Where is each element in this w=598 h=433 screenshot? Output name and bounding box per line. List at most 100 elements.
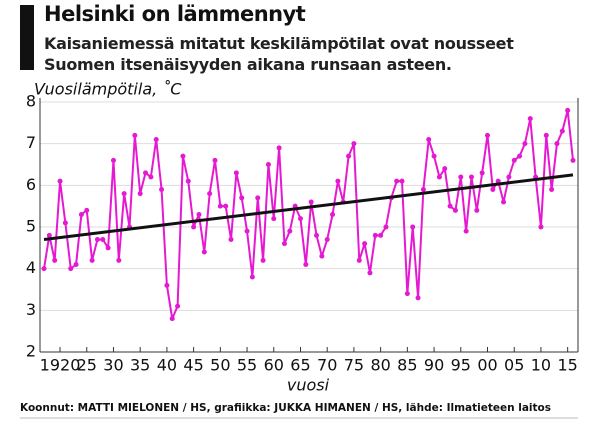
data-point — [463, 228, 469, 234]
y-tick-label: 6 — [26, 175, 36, 194]
data-point — [303, 262, 309, 267]
data-point — [351, 141, 357, 147]
data-point — [228, 237, 234, 242]
x-tick-label: 1920 — [40, 356, 81, 375]
data-point — [314, 232, 320, 238]
y-tick-label: 8 — [26, 92, 36, 111]
data-point — [372, 232, 378, 238]
data-point — [180, 153, 186, 159]
data-point — [452, 207, 458, 213]
data-point — [474, 207, 480, 213]
title-bar — [20, 5, 34, 70]
x-tick-label: 70 — [317, 356, 337, 375]
data-point — [319, 253, 325, 259]
data-point — [324, 237, 330, 242]
data-point — [265, 162, 271, 167]
x-tick-label: 25 — [77, 356, 97, 375]
data-point — [378, 232, 384, 238]
data-point — [244, 228, 250, 234]
data-point — [84, 207, 90, 213]
data-point — [458, 174, 464, 180]
data-point — [538, 224, 544, 230]
data-point — [281, 241, 287, 247]
data-point — [207, 191, 213, 197]
data-point — [415, 295, 421, 301]
y-tick-label: 2 — [26, 342, 36, 361]
data-point — [517, 153, 523, 159]
data-point — [217, 203, 223, 209]
data-point — [143, 170, 149, 176]
data-point — [420, 187, 426, 192]
data-point — [297, 216, 303, 222]
data-point — [308, 199, 314, 205]
data-point — [68, 266, 74, 272]
x-tick-label: 55 — [237, 356, 257, 375]
data-point — [137, 191, 143, 197]
data-point — [233, 170, 239, 176]
data-point — [410, 224, 416, 230]
data-line — [43, 109, 574, 320]
data-point — [94, 237, 100, 242]
data-point — [431, 153, 437, 159]
data-point — [185, 178, 191, 184]
data-point — [287, 228, 293, 234]
data-point — [196, 212, 202, 217]
data-point — [565, 107, 571, 113]
x-tick-label: 10 — [531, 356, 551, 375]
x-tick-label: 30 — [103, 356, 123, 375]
x-tick-label: 35 — [130, 356, 150, 375]
data-point — [442, 166, 448, 172]
data-point — [559, 128, 565, 134]
data-point — [543, 132, 549, 138]
data-point — [549, 187, 555, 192]
data-point — [506, 174, 512, 180]
y-tick-label: 4 — [26, 258, 36, 277]
data-point — [383, 224, 389, 230]
data-point — [41, 266, 47, 272]
chart-title: Helsinki on lämmennyt — [44, 2, 306, 26]
y-tick-label: 3 — [26, 300, 36, 319]
chart-subtitle: Kaisaniemessä mitatut keskilämpötilat ov… — [44, 34, 514, 74]
data-point — [570, 157, 576, 163]
x-tick-label: 80 — [370, 356, 390, 375]
x-tick-label: 90 — [424, 356, 444, 375]
data-point — [52, 257, 58, 263]
data-point — [100, 237, 106, 242]
x-tick-label: 65 — [290, 356, 310, 375]
data-point — [554, 141, 560, 147]
data-point — [175, 303, 181, 309]
data-point — [46, 232, 52, 238]
data-point — [132, 132, 138, 138]
data-point — [116, 257, 122, 263]
data-point — [212, 157, 218, 163]
data-point — [399, 178, 405, 184]
data-point — [485, 132, 491, 138]
data-point — [153, 137, 159, 142]
data-point — [223, 203, 229, 209]
data-point — [271, 216, 277, 222]
data-point — [511, 157, 517, 163]
data-point — [436, 174, 442, 180]
data-point — [110, 157, 116, 163]
data-point — [73, 262, 79, 267]
data-point — [468, 174, 474, 180]
data-point — [121, 191, 127, 197]
data-point — [404, 291, 410, 297]
y-tick-label: 7 — [26, 133, 36, 152]
data-point — [330, 212, 336, 217]
data-point — [255, 195, 261, 201]
data-point — [89, 257, 95, 263]
data-point — [426, 137, 432, 142]
x-tick-label: 85 — [397, 356, 417, 375]
x-tick-label: 05 — [504, 356, 524, 375]
data-point — [159, 187, 165, 192]
x-tick-label: 60 — [264, 356, 284, 375]
data-point — [249, 274, 255, 280]
data-point — [78, 212, 84, 217]
data-point — [276, 145, 282, 151]
x-axis-label: vuosi — [287, 376, 330, 395]
data-point — [105, 245, 111, 251]
trend-line — [43, 173, 574, 241]
x-tick-label: 50 — [210, 356, 230, 375]
